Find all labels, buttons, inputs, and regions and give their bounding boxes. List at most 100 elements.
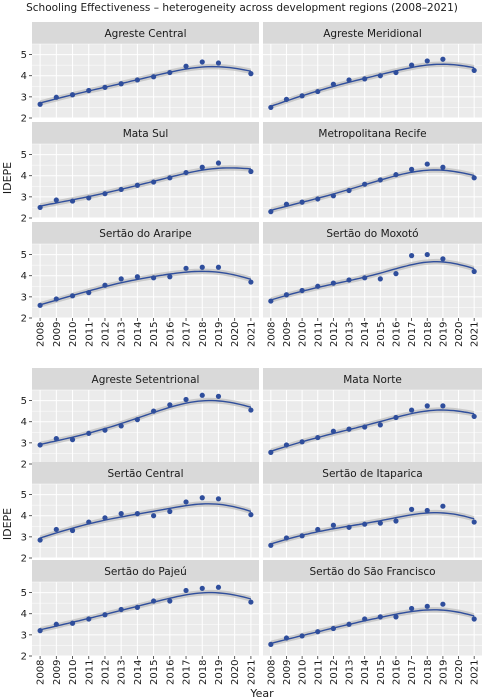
trend-line bbox=[39, 167, 251, 207]
data-point bbox=[440, 601, 446, 607]
trend-line bbox=[270, 169, 475, 212]
data-point bbox=[215, 393, 222, 399]
data-point bbox=[362, 616, 368, 622]
confidence-ribbon bbox=[270, 61, 475, 110]
data-point bbox=[362, 76, 368, 82]
data-point bbox=[215, 60, 222, 66]
data-point bbox=[199, 164, 205, 170]
data-point bbox=[299, 533, 305, 539]
x-tick-label: 2021 bbox=[246, 660, 257, 685]
x-tick-label: 2016 bbox=[392, 322, 403, 347]
x-tick-label: 2017 bbox=[182, 660, 193, 685]
data-point bbox=[102, 515, 108, 521]
data-point bbox=[86, 87, 92, 94]
data-point bbox=[53, 436, 59, 442]
data-point bbox=[268, 209, 274, 215]
data-point bbox=[37, 204, 43, 211]
y-tick-label: 3 bbox=[21, 532, 27, 543]
data-point bbox=[248, 279, 254, 285]
data-point bbox=[102, 191, 108, 197]
x-tick-label: 2021 bbox=[470, 322, 481, 347]
y-tick-label: 5 bbox=[21, 250, 27, 261]
x-tick-label: 2020 bbox=[454, 322, 465, 347]
x-tick-label: 2016 bbox=[165, 322, 176, 347]
data-point bbox=[151, 179, 157, 185]
facet-title: Agreste Central bbox=[104, 28, 186, 40]
x-tick-label: 2013 bbox=[117, 660, 128, 685]
facet-panel: Metropolitana Recife bbox=[263, 122, 482, 219]
data-point bbox=[283, 292, 290, 298]
x-axis-label: Year bbox=[249, 687, 274, 700]
data-point bbox=[86, 430, 92, 436]
panel-background bbox=[32, 484, 259, 558]
data-point bbox=[299, 287, 305, 294]
data-point bbox=[440, 503, 446, 509]
data-point bbox=[283, 442, 290, 448]
facet-panel: Sertão do São Francisco bbox=[263, 560, 482, 657]
y-tick-label: 5 bbox=[21, 396, 27, 407]
data-point bbox=[424, 403, 430, 409]
data-point bbox=[471, 175, 477, 181]
data-point bbox=[183, 396, 189, 403]
data-point bbox=[69, 198, 76, 204]
x-tick-label: 2010 bbox=[68, 660, 79, 685]
facet-panel: Mata Sul 2 3 4 5 bbox=[21, 122, 259, 225]
facet-title: Sertão do Moxotó bbox=[326, 228, 418, 240]
y-tick-label: 5 bbox=[21, 150, 27, 161]
data-point bbox=[268, 542, 274, 548]
data-point bbox=[102, 427, 108, 433]
y-tick-label: 2 bbox=[21, 554, 27, 565]
data-point bbox=[199, 392, 205, 398]
y-tick-label: 2 bbox=[21, 314, 27, 325]
x-tick-label: 2018 bbox=[423, 322, 434, 347]
x-tick-label: 2015 bbox=[376, 660, 387, 685]
y-axis-label-bottom: IDEPE bbox=[1, 508, 14, 540]
data-point bbox=[409, 407, 415, 413]
data-point bbox=[283, 635, 290, 641]
data-point bbox=[330, 625, 336, 632]
data-point bbox=[440, 56, 446, 62]
data-point bbox=[377, 276, 383, 282]
data-point bbox=[199, 495, 205, 501]
data-point bbox=[471, 67, 477, 74]
y-tick-label: 5 bbox=[21, 50, 27, 61]
facet-strip bbox=[263, 560, 482, 582]
facet-strip bbox=[32, 122, 259, 144]
facet-panel: Agreste Meridional bbox=[263, 22, 482, 119]
trend-line bbox=[39, 65, 252, 104]
data-point bbox=[393, 69, 399, 76]
chart-title: Schooling Effectiveness – heterogeneity … bbox=[26, 2, 458, 14]
data-point bbox=[248, 168, 254, 175]
x-tick-label: 2019 bbox=[438, 322, 449, 347]
data-point bbox=[409, 62, 415, 68]
data-point bbox=[315, 88, 321, 95]
data-point bbox=[362, 521, 368, 527]
data-point bbox=[377, 614, 383, 620]
x-tick-label: 2020 bbox=[230, 322, 241, 347]
data-point bbox=[167, 402, 173, 408]
facet-panel: Mata Norte bbox=[263, 368, 482, 465]
facet-strip bbox=[263, 22, 482, 44]
confidence-ribbon bbox=[270, 407, 475, 454]
data-point bbox=[183, 169, 189, 176]
y-tick-label: 4 bbox=[21, 511, 27, 522]
data-point bbox=[183, 265, 189, 271]
facet-title: Sertão Central bbox=[108, 468, 184, 480]
facet-strip bbox=[32, 222, 259, 244]
data-point bbox=[69, 293, 76, 299]
data-point bbox=[283, 201, 290, 207]
y-tick-label: 3 bbox=[21, 438, 27, 449]
facet-title: Sertão do São Francisco bbox=[309, 566, 435, 578]
y-tick-label: 4 bbox=[21, 417, 27, 428]
facet-strip bbox=[32, 560, 259, 582]
data-point bbox=[86, 616, 92, 622]
data-point bbox=[167, 508, 173, 515]
facet-grid: Agreste Central 2 3 4 5 Agreste Meridional Mat… bbox=[21, 22, 482, 685]
data-point bbox=[409, 253, 415, 259]
y-tick-label: 3 bbox=[21, 192, 27, 203]
data-point bbox=[346, 277, 352, 283]
data-point bbox=[393, 271, 399, 277]
data-point bbox=[134, 182, 140, 188]
data-point bbox=[37, 442, 43, 448]
facet-panel: Sertão do Moxotó bbox=[263, 222, 482, 319]
